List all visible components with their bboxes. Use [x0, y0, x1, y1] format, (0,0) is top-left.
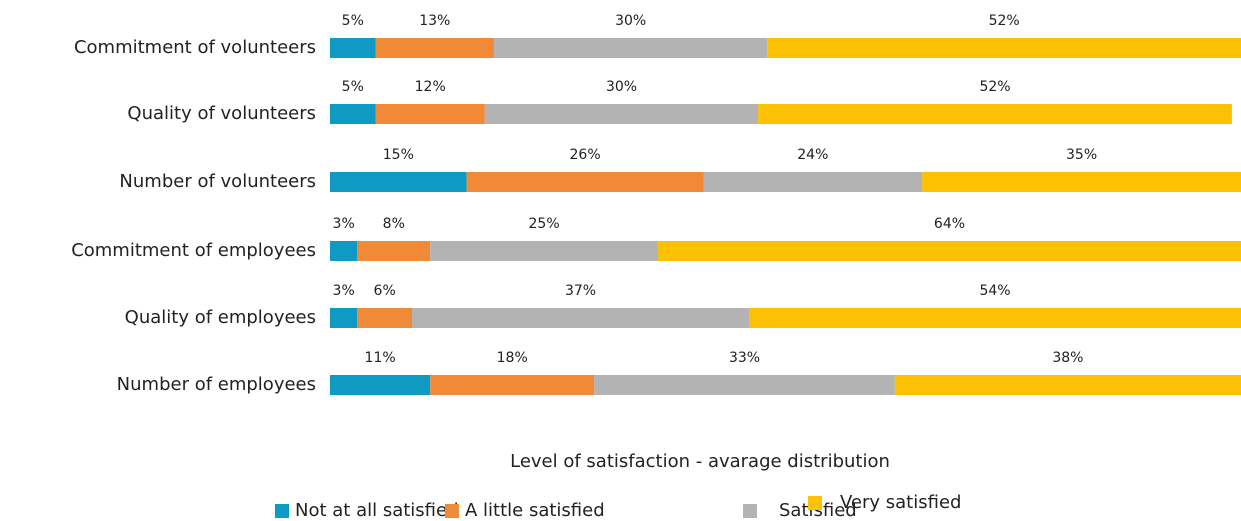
- data-label: 64%: [934, 216, 965, 232]
- bar-segment: [330, 375, 431, 395]
- bar-segment: [330, 308, 358, 328]
- legend-swatch: [445, 504, 459, 518]
- data-label: 33%: [729, 350, 760, 366]
- legend-swatch: [275, 504, 289, 518]
- legend-label: Satisfied: [779, 500, 857, 521]
- bar-segment: [758, 104, 1232, 124]
- data-label: 26%: [570, 147, 601, 163]
- data-label: 15%: [383, 147, 414, 163]
- category-label: Quality of employees: [125, 307, 316, 328]
- category-label: Number of employees: [117, 374, 316, 395]
- bar-segment: [657, 241, 1241, 261]
- data-label: 6%: [374, 283, 396, 299]
- bar-segment: [749, 308, 1241, 328]
- data-label: 35%: [1066, 147, 1097, 163]
- bar-segment: [330, 172, 467, 192]
- legend-swatch: [743, 504, 757, 518]
- data-label: 3%: [333, 283, 355, 299]
- category-label: Commitment of volunteers: [74, 37, 316, 58]
- bar-segment: [375, 38, 494, 58]
- data-label: 24%: [797, 147, 828, 163]
- data-label: 37%: [565, 283, 596, 299]
- data-label: 54%: [979, 283, 1010, 299]
- data-label: 11%: [365, 350, 396, 366]
- bar-segment: [430, 375, 595, 395]
- bar-segment: [493, 38, 768, 58]
- data-label: 25%: [529, 216, 560, 232]
- bar-segment: [484, 104, 759, 124]
- category-label: Quality of volunteers: [127, 103, 316, 124]
- data-label: 30%: [615, 13, 646, 29]
- bar-segment: [357, 241, 431, 261]
- data-label: 13%: [419, 13, 450, 29]
- bar-segment: [330, 241, 358, 261]
- data-label: 18%: [497, 350, 528, 366]
- bar-segment: [767, 38, 1241, 58]
- legend-label: Very satisfied: [840, 492, 961, 513]
- data-label: 52%: [979, 79, 1010, 95]
- data-label: 5%: [342, 13, 364, 29]
- data-label: 5%: [342, 79, 364, 95]
- category-label: Commitment of employees: [71, 240, 316, 261]
- data-label: 52%: [989, 13, 1020, 29]
- data-label: 8%: [383, 216, 405, 232]
- bar-segment: [357, 308, 412, 328]
- bar-segment: [703, 172, 923, 192]
- axis-title: Level of satisfaction - avarage distribu…: [510, 451, 890, 472]
- bar-segment: [411, 308, 750, 328]
- bar-segment: [894, 375, 1241, 395]
- bar-segment: [330, 38, 376, 58]
- legend-label: Not at all satisfied: [295, 500, 459, 521]
- data-label: 3%: [333, 216, 355, 232]
- bar-segment: [594, 375, 895, 395]
- category-label: Number of volunteers: [119, 171, 316, 192]
- legend-swatch: [808, 496, 822, 510]
- legend-label: A little satisfied: [465, 500, 605, 521]
- bar-segment: [922, 172, 1241, 192]
- data-label: 12%: [415, 79, 446, 95]
- bar-segment: [430, 241, 658, 261]
- data-label: 38%: [1052, 350, 1083, 366]
- bar-segment: [375, 104, 485, 124]
- bar-segment: [330, 104, 376, 124]
- data-label: 30%: [606, 79, 637, 95]
- bar-segment: [466, 172, 704, 192]
